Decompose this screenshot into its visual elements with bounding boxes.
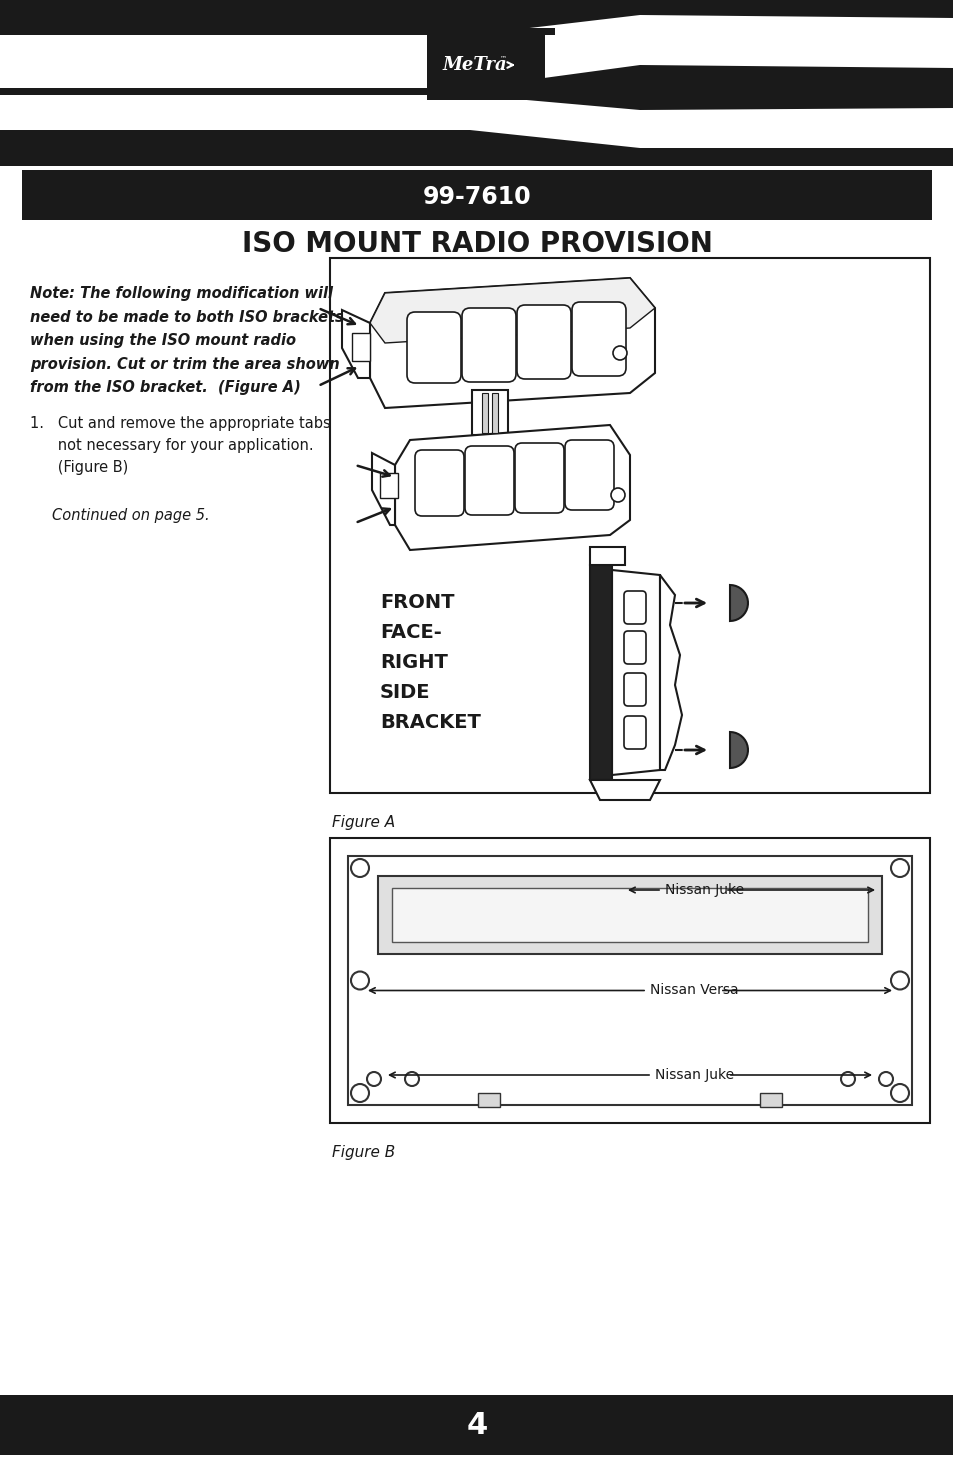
Bar [22, 170, 931, 220]
Polygon shape [729, 732, 747, 768]
Bar [352, 333, 370, 361]
Text: Figure A: Figure A [332, 816, 395, 830]
Bar [330, 258, 929, 794]
FancyBboxPatch shape [572, 302, 625, 376]
Bar [589, 565, 612, 780]
FancyBboxPatch shape [623, 631, 645, 664]
Polygon shape [370, 277, 655, 409]
Bar [0, 148, 953, 167]
Polygon shape [589, 547, 624, 565]
Polygon shape [372, 453, 395, 525]
Bar [392, 888, 867, 943]
Polygon shape [0, 94, 953, 148]
Bar [330, 838, 929, 1122]
Polygon shape [659, 575, 681, 770]
FancyBboxPatch shape [515, 442, 563, 513]
Bar [427, 93, 555, 100]
Text: ™: ™ [499, 55, 506, 60]
Polygon shape [472, 389, 507, 435]
Text: SIDE: SIDE [379, 683, 430, 702]
Bar [348, 855, 911, 1105]
Circle shape [405, 1072, 418, 1086]
Bar [427, 28, 555, 35]
Text: BRACKET: BRACKET [379, 712, 480, 732]
Text: from the ISO bracket.  (Figure A): from the ISO bracket. (Figure A) [30, 381, 300, 395]
Text: Note: The following modification will: Note: The following modification will [30, 286, 333, 301]
FancyBboxPatch shape [415, 450, 463, 516]
Circle shape [351, 1084, 369, 1102]
FancyBboxPatch shape [623, 591, 645, 624]
Polygon shape [0, 15, 953, 88]
Bar [477, 1093, 499, 1108]
Text: when using the ISO mount radio: when using the ISO mount radio [30, 333, 295, 348]
FancyBboxPatch shape [427, 35, 544, 93]
Text: Figure B: Figure B [332, 1145, 395, 1159]
FancyBboxPatch shape [461, 308, 516, 382]
FancyBboxPatch shape [623, 673, 645, 707]
Circle shape [890, 972, 908, 990]
Text: 99-7610: 99-7610 [422, 184, 531, 209]
Bar [0, 1395, 953, 1454]
Polygon shape [612, 569, 659, 774]
Text: Nissan Juke: Nissan Juke [664, 884, 743, 897]
Text: Nissan Juke: Nissan Juke [655, 1068, 734, 1083]
Circle shape [367, 1072, 380, 1086]
Text: provision. Cut or trim the area shown: provision. Cut or trim the area shown [30, 357, 339, 372]
Text: RIGHT: RIGHT [379, 653, 447, 673]
Text: FRONT: FRONT [379, 593, 454, 612]
FancyBboxPatch shape [407, 313, 460, 384]
Circle shape [351, 858, 369, 878]
Text: 4: 4 [466, 1412, 487, 1441]
Text: FACE-: FACE- [379, 622, 441, 642]
Polygon shape [370, 277, 655, 344]
Circle shape [890, 1084, 908, 1102]
Text: Continued on page 5.: Continued on page 5. [52, 507, 210, 524]
FancyBboxPatch shape [517, 305, 571, 379]
Bar [760, 1093, 781, 1108]
Bar [377, 876, 882, 954]
Circle shape [613, 347, 626, 360]
Bar [379, 473, 397, 499]
Polygon shape [395, 425, 629, 550]
FancyBboxPatch shape [464, 445, 514, 515]
Circle shape [878, 1072, 892, 1086]
Text: 1.   Cut and remove the appropriate tabs
      not necessary for your applicatio: 1. Cut and remove the appropriate tabs n… [30, 416, 331, 475]
FancyBboxPatch shape [623, 715, 645, 749]
Circle shape [841, 1072, 854, 1086]
Bar [0, 0, 953, 148]
Polygon shape [589, 780, 659, 799]
Polygon shape [729, 586, 747, 621]
Circle shape [610, 488, 624, 502]
Circle shape [890, 858, 908, 878]
FancyBboxPatch shape [564, 440, 614, 510]
Text: need to be made to both ISO brackets: need to be made to both ISO brackets [30, 310, 343, 324]
Text: Nissan Versa: Nissan Versa [649, 984, 738, 997]
Text: MeTra: MeTra [442, 56, 507, 74]
Circle shape [351, 972, 369, 990]
Text: ISO MOUNT RADIO PROVISION: ISO MOUNT RADIO PROVISION [241, 230, 712, 258]
Bar [481, 392, 488, 434]
Polygon shape [341, 310, 370, 378]
Bar [492, 392, 497, 434]
